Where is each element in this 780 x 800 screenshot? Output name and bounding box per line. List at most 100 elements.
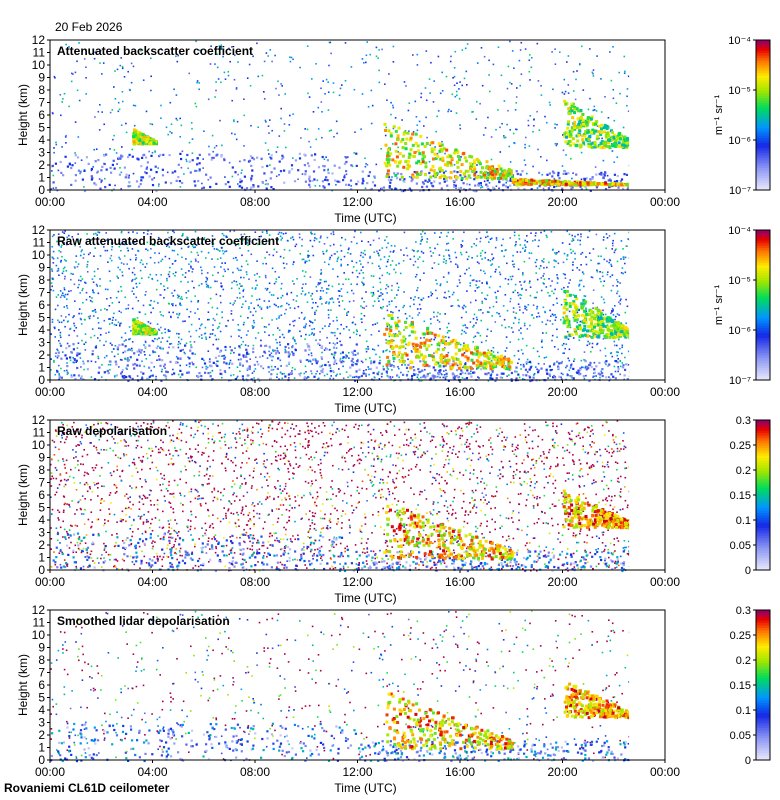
y-tick-label: 12 [32,33,46,47]
colorbar-tick-label: 10⁻⁷ [729,185,751,197]
y-tick-label: 10 [32,438,46,452]
cloud-feature [383,313,513,371]
colorbar-tick-label: 0.25 [730,440,751,452]
y-axis-label: Height (km) [16,654,30,716]
colorbar-tick-label: 0.05 [730,730,751,742]
colorbar-tick-label: 0.1 [736,705,751,717]
x-tick-label: 04:00 [137,385,167,399]
y-tick-label: 6 [38,298,45,312]
y-tick-label: 10 [32,58,46,72]
colorbar: 10⁻⁷ 10⁻⁶ 10⁻⁵ 10⁻⁴ m⁻¹ sr⁻¹ [713,35,771,197]
x-tick-label: 16:00 [445,765,475,779]
y-tick-label: 10 [32,628,46,642]
cloud-feature [562,489,632,530]
y-tick-label: 11 [33,616,46,630]
colorbar-tick-label: 0 [745,755,751,767]
x-tick-label: 00:00 [650,765,680,779]
y-tick-label: 9 [38,261,45,275]
y-tick-label: 8 [38,83,45,97]
panel-title: Raw depolarisation [57,424,167,438]
y-tick-label: 8 [38,463,45,477]
x-tick-label: 20:00 [547,385,577,399]
colorbar-unit-label: m⁻¹ sr⁻¹ [713,95,725,136]
y-tick-label: 4 [38,703,45,717]
x-tick-label: 00:00 [650,195,680,209]
x-tick-label: 16:00 [445,575,475,589]
x-tick-label: 00:00 [35,575,65,589]
y-tick-label: 12 [32,223,46,237]
y-tick-label: 3 [38,526,45,540]
colorbar-tick-label: 0.3 [736,415,751,427]
colorbar-tick-label: 0.15 [730,490,751,502]
plot-area [50,420,665,570]
y-tick-label: 3 [38,336,45,350]
colorbar-unit-label: m⁻¹ sr⁻¹ [713,285,725,326]
cloud-feature [383,122,514,181]
colorbar-tick-label: 0.2 [736,465,751,477]
y-axis-label: Height (km) [16,84,30,146]
colorbar-tick-label: 10⁻⁵ [728,85,751,97]
no-data-region [629,420,665,570]
no-data-region [629,230,665,380]
y-tick-label: 2 [38,348,45,362]
plot-area [50,610,665,760]
y-tick-label: 2 [38,158,45,172]
x-tick-label: 08:00 [240,575,270,589]
y-tick-label: 7 [38,96,45,110]
x-axis-label: Time (UTC) [334,211,396,225]
y-tick-label: 2 [38,538,45,552]
y-tick-label: 5 [38,501,45,515]
x-tick-label: 00:00 [35,385,65,399]
boundary-layer [52,532,632,573]
x-tick-label: 12:00 [342,195,372,209]
plot-area [50,40,665,190]
y-tick-label: 7 [38,666,45,680]
colorbar-tick-label: 0.25 [730,630,751,642]
colorbar: 0 0.05 0.1 0.15 0.2 0.25 0.3 [730,605,771,767]
y-tick-label: 12 [32,603,46,617]
cloud-feature [511,177,632,187]
y-tick-label: 7 [38,286,45,300]
y-tick-label: 0 [38,183,45,197]
colorbar-tick-label: 0 [745,565,751,577]
x-tick-label: 16:00 [445,195,475,209]
y-tick-label: 6 [38,108,45,122]
y-tick-label: 5 [38,691,45,705]
y-tick-label: 1 [38,361,45,375]
x-tick-label: 00:00 [35,765,65,779]
noise-field [50,610,631,762]
x-tick-label: 00:00 [35,195,65,209]
y-tick-label: 9 [38,641,45,655]
noise-field [50,420,631,572]
colorbar-tick-label: 10⁻⁶ [728,135,751,147]
colorbar: 0 0.05 0.1 0.15 0.2 0.25 0.3 [730,415,771,577]
y-tick-label: 6 [38,488,45,502]
y-tick-label: 0 [38,373,45,387]
x-tick-label: 20:00 [547,765,577,779]
station-label: Rovaniemi CL61D ceilometer [4,781,170,795]
no-data-region [629,40,665,190]
y-tick-label: 2 [38,728,45,742]
colorbar-tick-label: 0.2 [736,655,751,667]
y-tick-label: 11 [33,46,46,60]
colorbar-tick-label: 10⁻⁷ [729,375,751,387]
cloud-feature [385,692,515,751]
colorbar-tick-label: 10⁻⁶ [728,325,751,337]
colorbar: 10⁻⁷ 10⁻⁶ 10⁻⁵ 10⁻⁴ m⁻¹ sr⁻¹ [713,225,771,387]
panel-title: Smoothed lidar depolarisation [57,614,230,628]
x-tick-label: 20:00 [547,195,577,209]
x-tick-label: 12:00 [342,385,372,399]
colorbar-tick-label: 0.05 [730,540,751,552]
y-tick-label: 11 [33,426,46,440]
colorbar-tick-label: 10⁻⁴ [728,225,751,237]
colorbar-frame [755,229,771,381]
y-tick-label: 9 [38,71,45,85]
colorbar-tick-label: 0.3 [736,605,751,617]
y-tick-label: 10 [32,248,46,262]
x-tick-label: 04:00 [137,195,167,209]
y-tick-label: 1 [38,741,45,755]
